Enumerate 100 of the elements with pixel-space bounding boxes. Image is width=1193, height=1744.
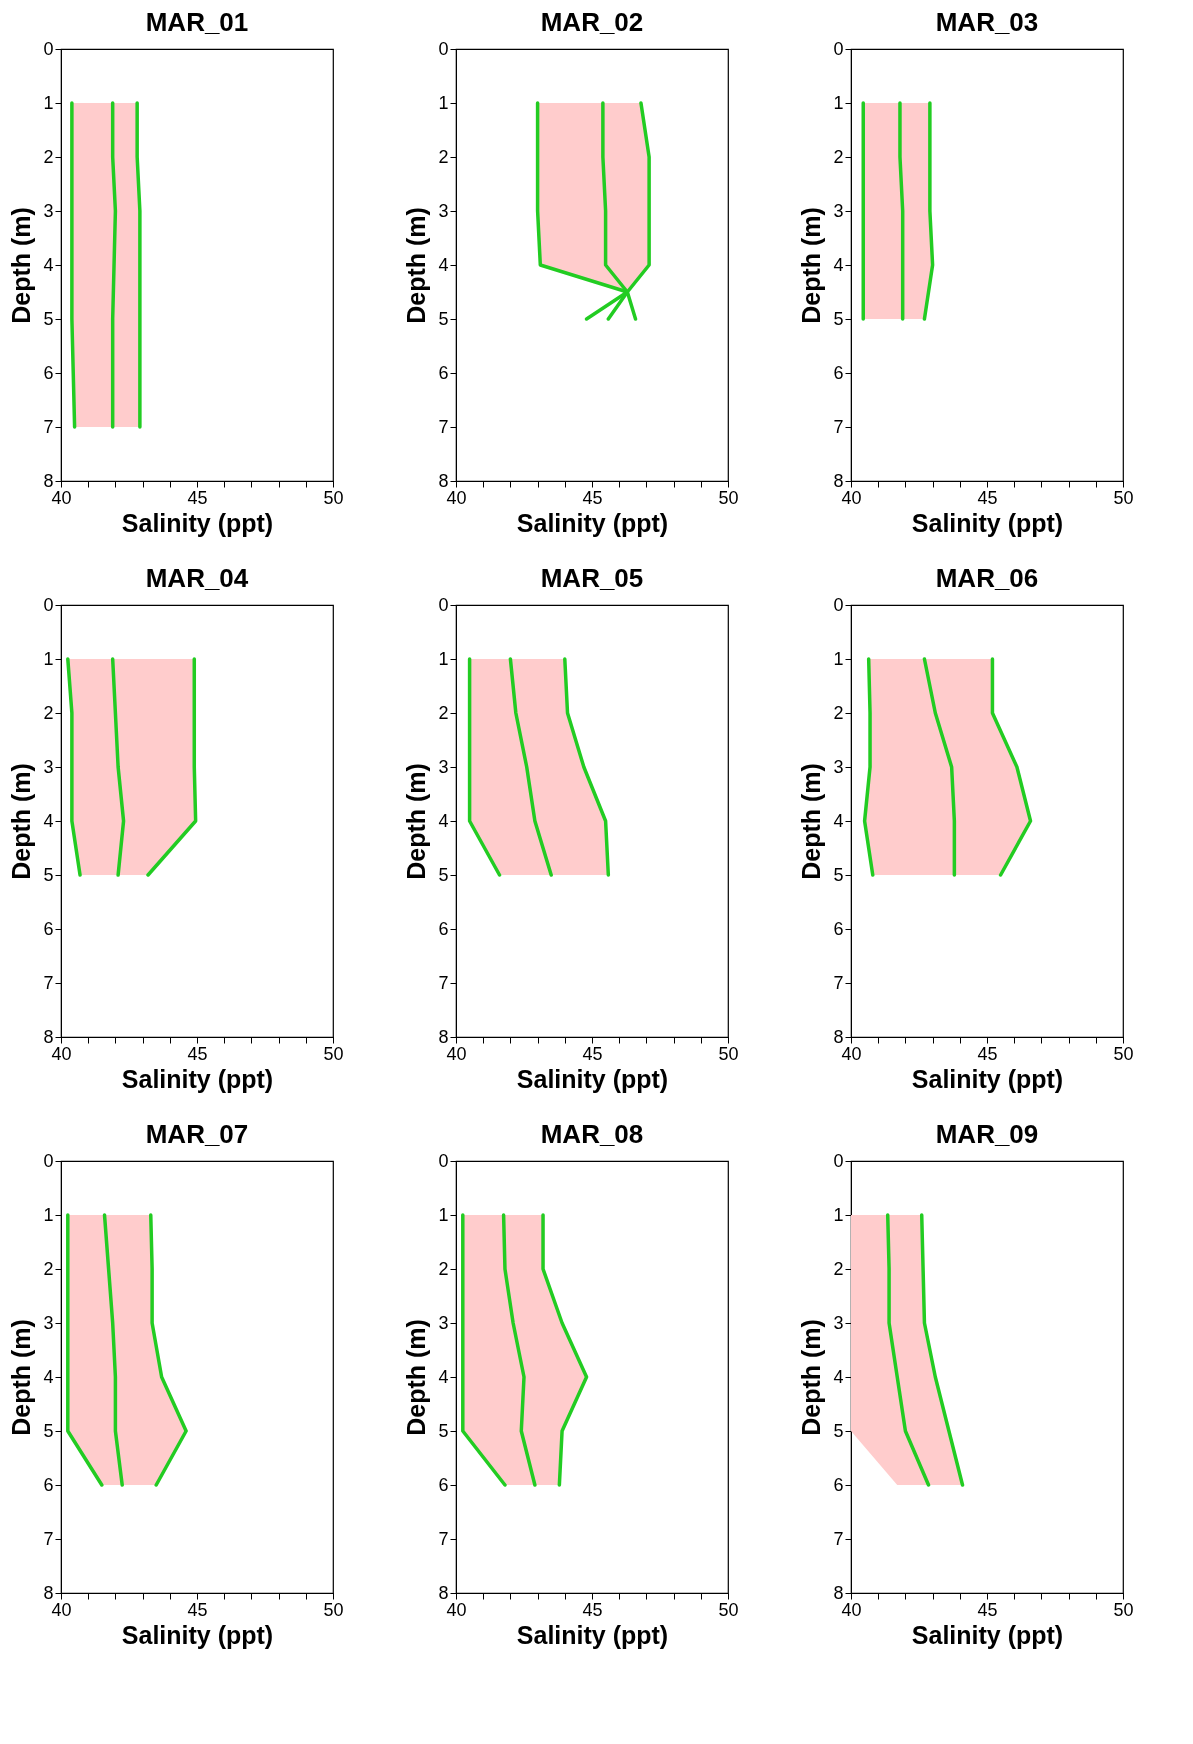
x-axis-title: Salinity (ppt) xyxy=(121,1064,274,1093)
y-tick-label: 5 xyxy=(43,308,54,329)
y-tick-label: 4 xyxy=(833,1366,844,1387)
y-tick-label: 6 xyxy=(833,1474,844,1495)
x-axis-title: Salinity (ppt) xyxy=(516,1620,669,1649)
y-tick-label: 2 xyxy=(438,702,449,723)
y-tick-label: 4 xyxy=(43,254,54,275)
x-axis-title: Salinity (ppt) xyxy=(121,1620,274,1649)
y-tick-label: 1 xyxy=(43,92,54,113)
y-tick-label: 0 xyxy=(43,594,54,615)
y-tick-label: 0 xyxy=(833,38,844,59)
x-tick-label: 50 xyxy=(323,1043,344,1064)
y-tick-label: 4 xyxy=(438,810,449,831)
y-tick-label: 6 xyxy=(833,362,844,383)
x-axis-title: Salinity (ppt) xyxy=(516,1064,669,1093)
x-tick-label: 40 xyxy=(51,1599,72,1620)
x-tick-label: 50 xyxy=(718,1043,739,1064)
chart-title: MAR_03 xyxy=(935,7,1039,37)
y-tick-label: 1 xyxy=(833,92,844,113)
y-tick-label: 2 xyxy=(833,702,844,723)
x-tick-label: 45 xyxy=(977,1599,998,1620)
x-tick-label: 45 xyxy=(187,487,208,508)
y-tick-label: 5 xyxy=(43,1420,54,1441)
y-tick-label: 7 xyxy=(438,416,449,437)
y-tick-label: 5 xyxy=(833,1420,844,1441)
x-tick-label: 50 xyxy=(718,487,739,508)
y-tick-label: 5 xyxy=(833,864,844,885)
y-tick-label: 0 xyxy=(833,1150,844,1171)
y-tick-label: 8 xyxy=(43,1026,54,1047)
x-tick-label: 45 xyxy=(582,487,603,508)
chart-title: MAR_01 xyxy=(145,7,249,37)
y-tick-label: 4 xyxy=(833,254,844,275)
y-axis-title: Depth (m) xyxy=(797,763,826,880)
y-tick-label: 4 xyxy=(833,810,844,831)
y-tick-label: 1 xyxy=(438,92,449,113)
y-tick-label: 1 xyxy=(43,1204,54,1225)
x-tick-label: 40 xyxy=(841,1599,862,1620)
y-tick-label: 4 xyxy=(438,254,449,275)
y-tick-label: 3 xyxy=(438,200,449,221)
y-tick-label: 0 xyxy=(833,594,844,615)
y-tick-label: 8 xyxy=(833,1026,844,1047)
y-tick-label: 7 xyxy=(833,1528,844,1549)
x-axis-title: Salinity (ppt) xyxy=(911,508,1064,537)
x-tick-label: 45 xyxy=(582,1599,603,1620)
y-tick-label: 4 xyxy=(43,810,54,831)
y-axis-title: Depth (m) xyxy=(402,207,431,324)
y-tick-label: 8 xyxy=(438,1582,449,1603)
y-tick-label: 3 xyxy=(43,200,54,221)
x-tick-label: 45 xyxy=(977,1043,998,1064)
x-axis-title: Salinity (ppt) xyxy=(121,508,274,537)
x-tick-label: 40 xyxy=(51,1043,72,1064)
x-tick-label: 40 xyxy=(51,487,72,508)
x-tick-label: 50 xyxy=(1113,1599,1134,1620)
y-tick-label: 2 xyxy=(438,146,449,167)
chart-title: MAR_06 xyxy=(935,563,1039,593)
chart-title: MAR_02 xyxy=(540,7,644,37)
y-tick-label: 3 xyxy=(833,1312,844,1333)
y-tick-label: 7 xyxy=(833,972,844,993)
x-axis-title: Salinity (ppt) xyxy=(911,1620,1064,1649)
x-tick-label: 40 xyxy=(841,1043,862,1064)
y-axis-title: Depth (m) xyxy=(402,763,431,880)
y-tick-label: 6 xyxy=(438,1474,449,1495)
y-tick-label: 2 xyxy=(833,1258,844,1279)
y-tick-label: 5 xyxy=(438,864,449,885)
y-axis-title: Depth (m) xyxy=(797,207,826,324)
x-axis-title: Salinity (ppt) xyxy=(516,508,669,537)
y-tick-label: 0 xyxy=(438,38,449,59)
y-tick-label: 5 xyxy=(438,308,449,329)
chart-title: MAR_04 xyxy=(145,563,249,593)
y-tick-label: 7 xyxy=(43,1528,54,1549)
x-tick-label: 45 xyxy=(582,1043,603,1064)
y-tick-label: 5 xyxy=(43,864,54,885)
x-axis-title: Salinity (ppt) xyxy=(911,1064,1064,1093)
x-tick-label: 40 xyxy=(446,487,467,508)
y-tick-label: 1 xyxy=(833,648,844,669)
y-tick-label: 1 xyxy=(833,1204,844,1225)
chart-title: MAR_07 xyxy=(145,1119,249,1149)
y-tick-label: 7 xyxy=(833,416,844,437)
y-tick-label: 3 xyxy=(438,756,449,777)
y-tick-label: 8 xyxy=(833,470,844,491)
chart-title: MAR_09 xyxy=(935,1119,1039,1149)
y-tick-label: 0 xyxy=(438,594,449,615)
chart-title: MAR_08 xyxy=(540,1119,644,1149)
x-tick-label: 45 xyxy=(187,1599,208,1620)
y-tick-label: 6 xyxy=(438,918,449,939)
y-tick-label: 2 xyxy=(43,146,54,167)
y-tick-label: 8 xyxy=(438,470,449,491)
y-tick-label: 1 xyxy=(438,1204,449,1225)
y-axis-title: Depth (m) xyxy=(7,207,36,324)
y-tick-label: 2 xyxy=(438,1258,449,1279)
x-tick-label: 50 xyxy=(323,1599,344,1620)
y-tick-label: 0 xyxy=(438,1150,449,1171)
y-tick-label: 1 xyxy=(43,648,54,669)
y-tick-label: 6 xyxy=(833,918,844,939)
x-tick-label: 50 xyxy=(1113,487,1134,508)
y-tick-label: 2 xyxy=(833,146,844,167)
y-tick-label: 5 xyxy=(833,308,844,329)
y-tick-label: 6 xyxy=(43,362,54,383)
y-tick-label: 4 xyxy=(438,1366,449,1387)
y-tick-label: 0 xyxy=(43,38,54,59)
